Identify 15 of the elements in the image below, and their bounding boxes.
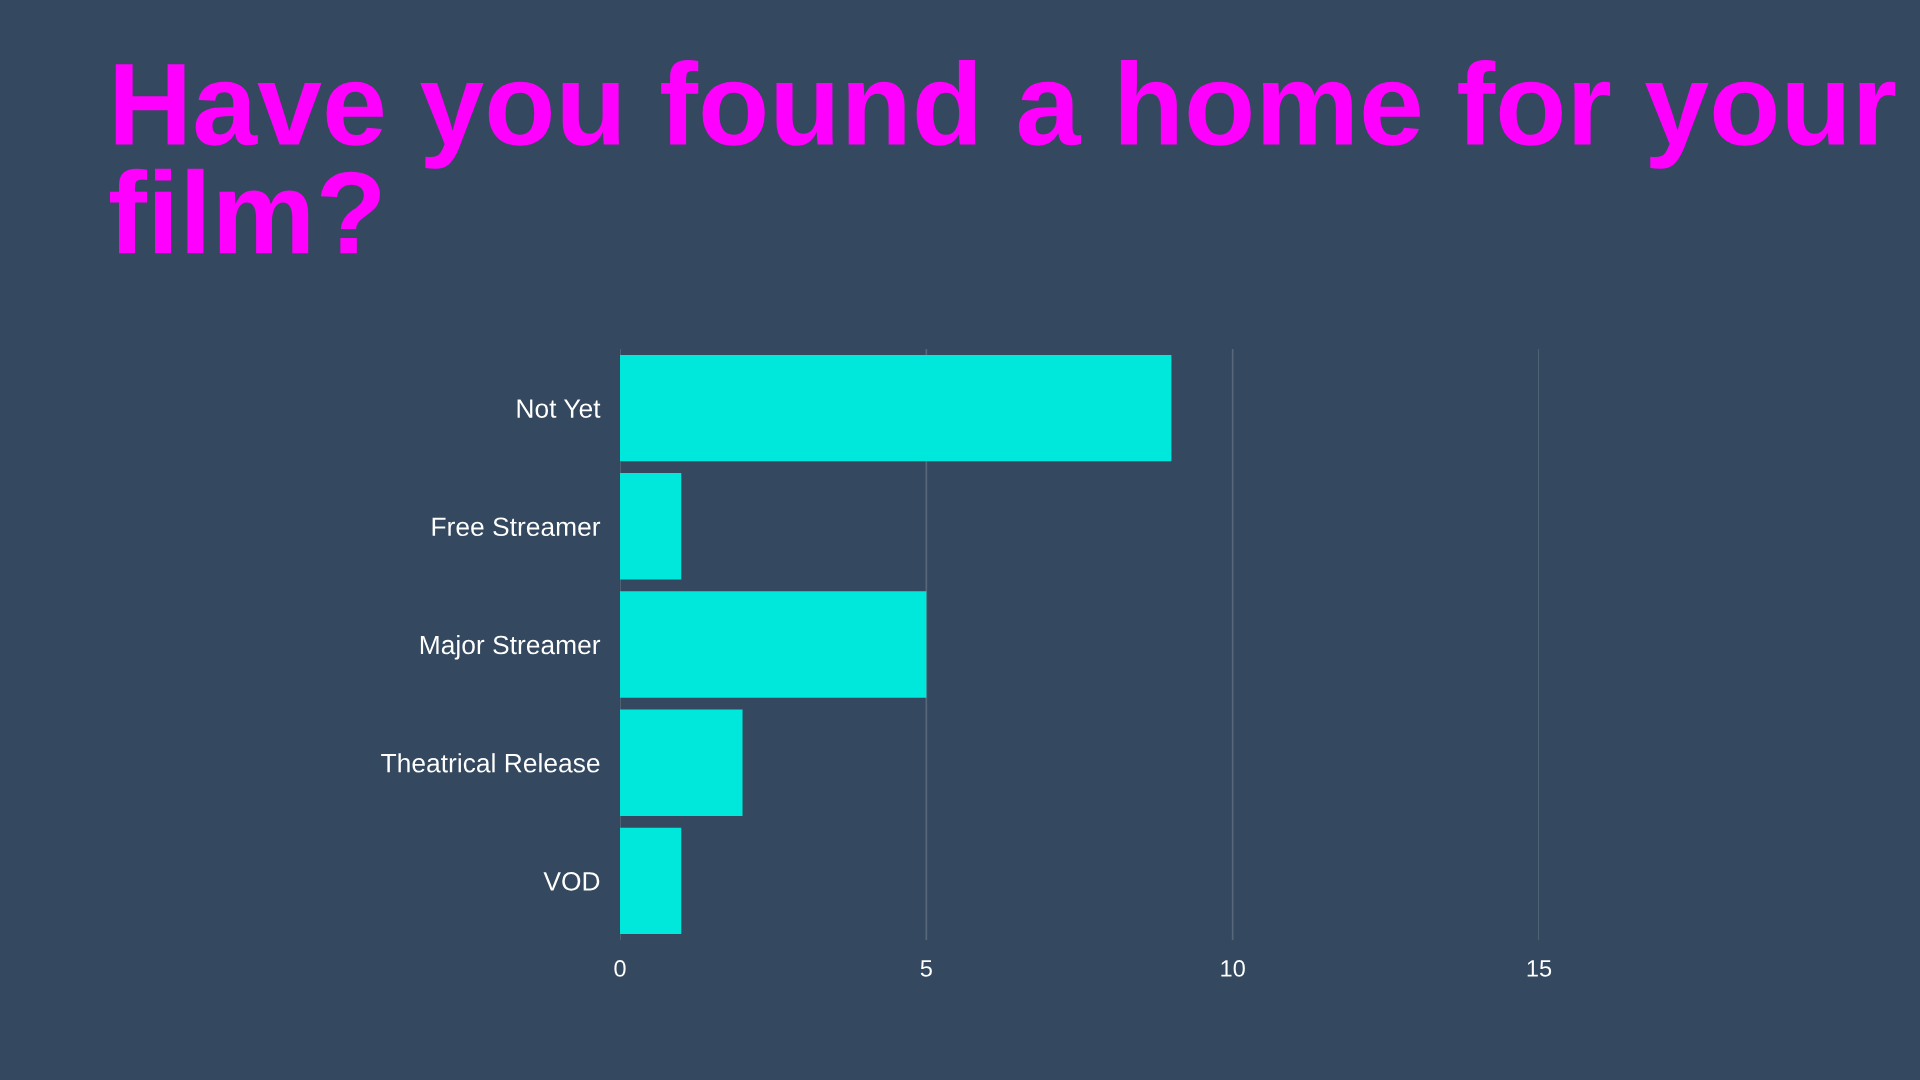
x-tick-label: 15 bbox=[1527, 960, 1552, 977]
y-tick-label: VOD bbox=[543, 872, 600, 891]
bar bbox=[620, 591, 927, 698]
y-tick-label: Not Yet bbox=[517, 399, 601, 418]
x-tick-label: 5 bbox=[920, 960, 932, 977]
y-tick-label: Free Streamer bbox=[432, 517, 601, 537]
bar bbox=[620, 827, 682, 935]
x-tick-label: 0 bbox=[614, 960, 626, 977]
chart-title: Have you found a home for your film? bbox=[109, 60, 1896, 254]
x-tick-label: 10 bbox=[1221, 960, 1245, 977]
bar bbox=[620, 354, 1172, 462]
y-tick-label: Theatrical Release bbox=[381, 753, 600, 773]
bar bbox=[620, 709, 743, 816]
y-tick-label: Major Streamer bbox=[420, 634, 601, 660]
bar bbox=[620, 473, 682, 580]
